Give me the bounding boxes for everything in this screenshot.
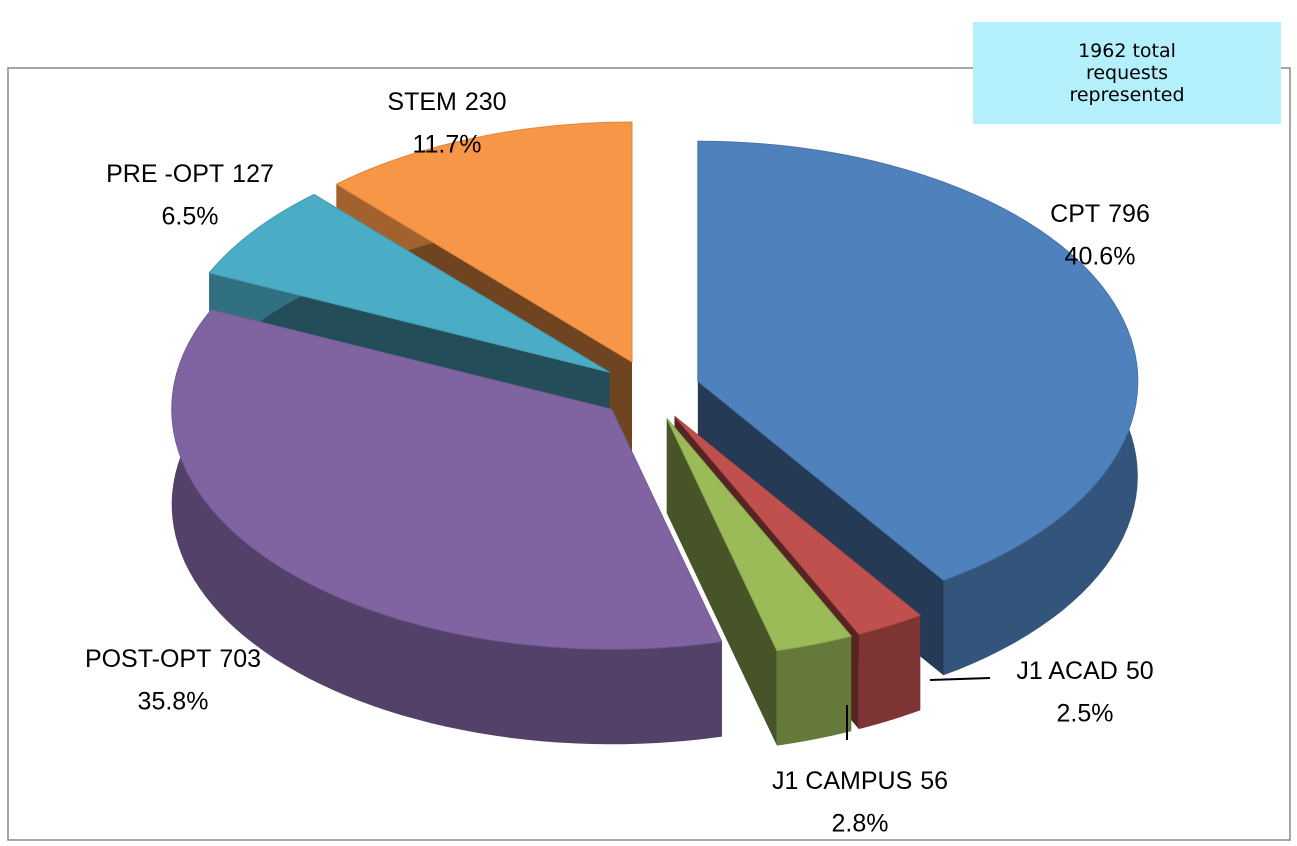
percent-label: 2.5% [1057, 700, 1114, 728]
labels: CPT 796 40.6% J1 ACAD 50 2.5% J1 CAMPUS 56 2.8% P… [85, 88, 1154, 838]
value-label: 230 [465, 88, 507, 116]
percent-label: 35.8% [138, 688, 209, 716]
slices [171, 121, 1139, 746]
value-label: 127 [232, 160, 274, 188]
category-label: STEM [387, 88, 456, 116]
value-label: 50 [1126, 657, 1154, 685]
slice [208, 193, 610, 373]
percent-label: 2.8% [832, 810, 889, 838]
data-label: PRE -OPT 127 [106, 160, 274, 188]
slice [335, 121, 633, 363]
annotation-box [973, 22, 1281, 124]
category-label: PRE -OPT [106, 160, 224, 188]
percent-label: 6.5% [162, 203, 219, 231]
data-label: J1 ACAD 50 [1016, 657, 1153, 685]
data-label: STEM 230 [387, 88, 506, 116]
data-label: POST-OPT 703 [85, 645, 261, 673]
category-label: CPT [1050, 200, 1100, 228]
category-label: J1 CAMPUS [772, 767, 912, 795]
annotation: 1962 total requests represented [1069, 40, 1185, 106]
slice [171, 309, 723, 650]
leader-line [929, 677, 991, 681]
percent-label: 40.6% [1065, 243, 1136, 271]
value-label: 56 [920, 767, 948, 795]
annotation-wrap: 1962 total requests represented [1069, 40, 1185, 106]
category-label: J1 ACAD [1016, 657, 1117, 685]
data-label: J1 CAMPUS 56 [772, 767, 948, 795]
value-label: 703 [219, 645, 261, 673]
slice [666, 417, 853, 652]
slice-rim [858, 615, 921, 730]
data-label: CPT 796 [1050, 200, 1150, 228]
slice [697, 140, 1139, 581]
slice [674, 415, 922, 635]
percent-label: 11.7% [412, 131, 481, 159]
value-label: 796 [1108, 200, 1150, 228]
slice-rim [171, 309, 722, 745]
slice-rim [776, 636, 852, 746]
category-label: POST-OPT [85, 645, 211, 673]
slice-side [666, 418, 777, 746]
